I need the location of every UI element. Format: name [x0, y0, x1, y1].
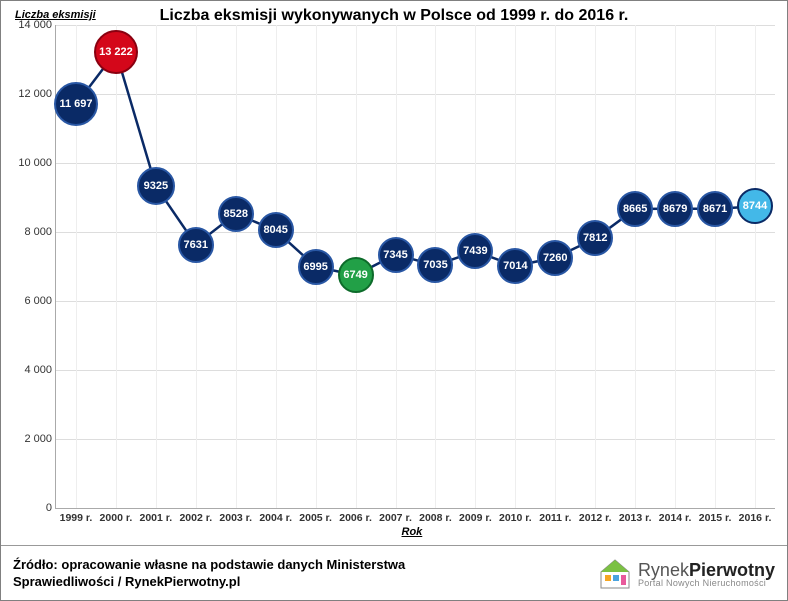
x-tick-label: 2013 r. — [619, 512, 652, 524]
y-tick-label: 6 000 — [24, 295, 52, 307]
x-tick-label: 2005 r. — [299, 512, 332, 524]
brand-logo: RynekPierwotny Portal Nowych Nieruchomoś… — [598, 557, 775, 591]
x-tick-label: 2011 r. — [539, 512, 571, 524]
x-tick-label: 2016 r. — [739, 512, 772, 524]
logo-main-light: Rynek — [638, 560, 689, 580]
y-tick-label: 4 000 — [24, 364, 52, 376]
data-marker: 8671 — [697, 191, 733, 227]
x-tick-label: 1999 r. — [60, 512, 93, 524]
y-tick-label: 14 000 — [18, 19, 52, 31]
x-tick-label: 2004 r. — [259, 512, 292, 524]
x-tick-label: 2002 r. — [179, 512, 212, 524]
plot-area: Rok 02 0004 0006 0008 00010 00012 00014 … — [55, 25, 775, 509]
logo-main: RynekPierwotny — [638, 561, 775, 579]
data-marker: 6995 — [298, 249, 334, 285]
x-tick-label: 2014 r. — [659, 512, 692, 524]
data-marker: 11 697 — [54, 82, 98, 126]
logo-text: RynekPierwotny Portal Nowych Nieruchomoś… — [638, 561, 775, 588]
source-text: Źródło: opracowanie własne na podstawie … — [13, 557, 493, 591]
data-marker: 9325 — [137, 167, 175, 205]
chart-container: Liczba eksmisji wykonywanych w Polsce od… — [1, 1, 787, 546]
x-tick-label: 2010 r. — [499, 512, 532, 524]
data-marker: 8665 — [617, 191, 653, 227]
logo-sub: Portal Nowych Nieruchomości — [638, 579, 775, 588]
x-tick-label: 2008 r. — [419, 512, 452, 524]
data-marker: 7812 — [577, 220, 613, 256]
y-tick-label: 10 000 — [18, 157, 52, 169]
data-marker: 8045 — [258, 212, 294, 248]
x-tick-label: 2015 r. — [699, 512, 732, 524]
x-tick-label: 2007 r. — [379, 512, 412, 524]
data-marker: 7014 — [497, 248, 533, 284]
data-marker: 8744 — [737, 188, 773, 224]
data-marker: 7631 — [178, 227, 214, 263]
chart-line-svg — [56, 25, 775, 508]
x-tick-label: 2001 r. — [140, 512, 173, 524]
house-icon — [598, 557, 632, 591]
x-tick-label: 2006 r. — [339, 512, 372, 524]
data-marker: 7439 — [457, 233, 493, 269]
footer: Źródło: opracowanie własne na podstawie … — [1, 546, 787, 600]
data-marker: 7260 — [537, 240, 573, 276]
y-tick-label: 8 000 — [24, 226, 52, 238]
data-marker: 7345 — [378, 237, 414, 273]
x-tick-label: 2012 r. — [579, 512, 612, 524]
chart-title: Liczba eksmisji wykonywanych w Polsce od… — [1, 7, 787, 25]
data-marker: 6749 — [338, 257, 374, 293]
y-tick-label: 12 000 — [18, 88, 52, 100]
data-marker: 8528 — [218, 196, 254, 232]
x-axis-label: Rok — [402, 526, 423, 538]
x-tick-label: 2009 r. — [459, 512, 492, 524]
x-tick-label: 2003 r. — [219, 512, 252, 524]
data-marker: 13 222 — [94, 30, 138, 74]
x-tick-label: 2000 r. — [100, 512, 133, 524]
logo-main-bold: Pierwotny — [689, 560, 775, 580]
data-marker: 8679 — [657, 191, 693, 227]
y-tick-label: 2 000 — [24, 433, 52, 445]
data-marker: 7035 — [417, 247, 453, 283]
y-tick-label: 0 — [46, 502, 52, 514]
